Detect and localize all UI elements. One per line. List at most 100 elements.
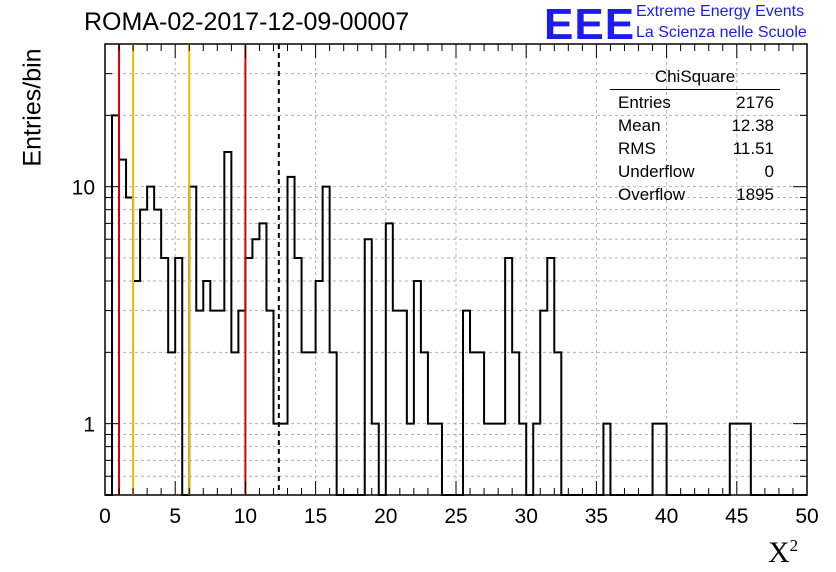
histogram-bin (603, 424, 610, 495)
stats-row: Entries 2176 (618, 91, 774, 114)
histogram-bin (140, 210, 147, 495)
stats-box: ChiSquare Entries 2176 Mean 12.38 RMS 11.51… (610, 67, 780, 206)
histogram-bin (330, 352, 337, 495)
histogram-bin (245, 258, 252, 495)
histogram-bin (175, 258, 182, 495)
x-axis-label: X2 (768, 536, 799, 569)
histogram-bars (105, 114, 807, 496)
histogram-bin (484, 424, 491, 495)
stats-row: RMS 11.51 (618, 137, 774, 160)
histogram-bin (491, 424, 498, 495)
stats-label: Underflow (618, 162, 695, 181)
histogram-bin (133, 281, 140, 495)
histogram-bin (231, 352, 238, 495)
histogram-bin (533, 424, 540, 495)
histogram-bin (210, 311, 217, 495)
stats-value: 11.51 (732, 139, 774, 158)
histogram-bin (393, 311, 400, 495)
histogram-bin (161, 258, 168, 495)
histogram-bin (421, 352, 428, 495)
histogram-outline (105, 114, 807, 496)
histogram-bin (435, 424, 442, 495)
histogram-bin (224, 152, 231, 495)
grid-lines (105, 44, 807, 495)
stats-value: 2176 (736, 93, 774, 112)
logo-line-1: Extreme Energy Events (636, 3, 805, 20)
x-tick-label: 25 (444, 505, 467, 528)
histogram-bin (154, 210, 161, 495)
stats-label: Overflow (618, 185, 686, 204)
chart-title: ROMA-02-2017-12-09-00007 (84, 8, 410, 36)
histogram-bin (196, 311, 203, 495)
stats-row: Underflow 0 (618, 160, 774, 183)
histogram-bin (252, 239, 259, 495)
reference-lines (118, 44, 280, 495)
histogram-bin (281, 424, 288, 495)
histogram-bin (498, 424, 505, 495)
histogram-bin (238, 311, 245, 495)
histogram-bin (217, 311, 224, 495)
histogram-bin (365, 239, 372, 495)
histogram-bin (730, 424, 737, 495)
histogram-bin (168, 352, 175, 495)
histogram-bin (372, 424, 379, 495)
histogram-bin (744, 424, 751, 495)
histogram-bin (386, 223, 393, 495)
histogram-bin (400, 311, 407, 495)
x-tick-label: 40 (655, 505, 678, 528)
histogram-bin (554, 352, 561, 495)
histogram-bin (203, 281, 210, 495)
histogram-bin (189, 187, 196, 495)
x-tick-label: 15 (304, 505, 327, 528)
x-tick-label: 0 (99, 505, 111, 528)
histogram-bin (266, 311, 273, 495)
histogram-bin (259, 223, 266, 495)
y-tick-label: 10 (72, 177, 95, 200)
eee-logo: EEE (544, 0, 636, 49)
histogram-bin (407, 424, 414, 495)
histogram-bin (477, 352, 484, 495)
histogram-bin (540, 311, 547, 495)
axis-ticks: 0 5 10 15 20 25 30 35 40 45 50 1 10 (72, 44, 819, 528)
stats-value: 1895 (736, 185, 774, 204)
x-tick-label: 20 (374, 505, 397, 528)
x-tick-label: 45 (725, 505, 748, 528)
histogram-bin (295, 258, 302, 495)
stats-label: RMS (618, 139, 656, 158)
stats-title: ChiSquare (610, 67, 780, 90)
histogram-bin (519, 424, 526, 495)
histogram-bin (653, 424, 660, 495)
histogram-bin (512, 352, 519, 495)
histogram-bin (660, 424, 667, 495)
y-axis-label: Entries/bin (18, 48, 47, 167)
histogram-bin (414, 281, 421, 495)
logo-line-2: La Scienza nelle Scuole (636, 24, 807, 41)
x-tick-label: 35 (585, 505, 608, 528)
histogram-bin (737, 424, 744, 495)
histogram-bin (323, 187, 330, 495)
histogram-bin (428, 424, 435, 495)
stats-label: Mean (618, 116, 661, 135)
x-tick-label: 50 (795, 505, 818, 528)
stats-label: Entries (618, 93, 671, 112)
histogram-bin (547, 258, 554, 495)
histogram-bin (470, 352, 477, 495)
histogram-bin (112, 115, 119, 495)
histogram-bin (309, 352, 316, 495)
y-tick-label: 1 (83, 414, 95, 437)
histogram-bin (288, 177, 295, 495)
histogram-bin (147, 187, 154, 495)
histogram-bin (126, 198, 133, 495)
stats-value: 0 (764, 162, 774, 181)
histogram-bin (119, 160, 126, 495)
x-tick-label: 30 (515, 505, 538, 528)
x-tick-label: 5 (169, 505, 181, 528)
histogram-bin (302, 352, 309, 495)
x-tick-label: 10 (234, 505, 257, 528)
stats-row: Mean 12.38 (618, 114, 774, 137)
histogram-bin (316, 281, 323, 495)
histogram-bin (505, 258, 512, 495)
stats-value: 12.38 (731, 116, 774, 135)
stats-row: Overflow 1895 (618, 183, 774, 206)
